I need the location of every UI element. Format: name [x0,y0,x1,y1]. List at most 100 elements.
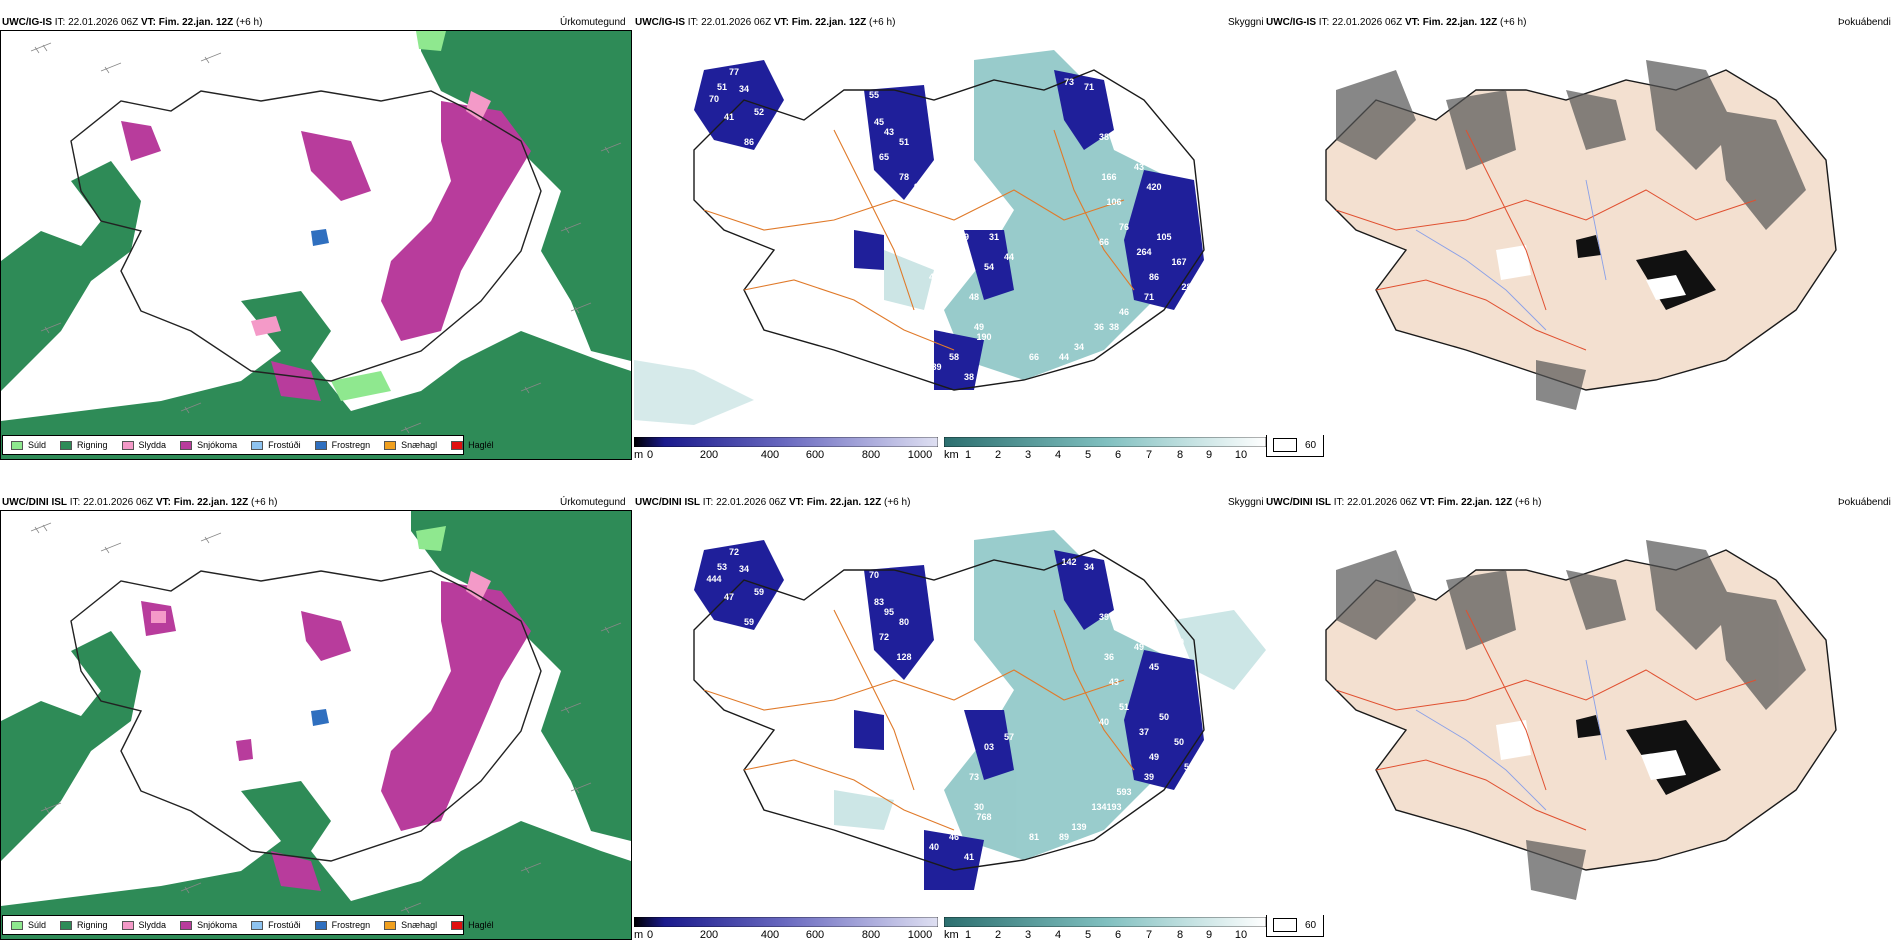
cloud-base-value: 44 [914,662,924,672]
visibility-tick: 4 [1054,929,1062,941]
fog-legend-row: 60 [1273,438,1316,452]
cloud-base-value: 34 [1084,562,1094,572]
cloud-base-value: 34 [739,84,749,94]
row2-visibility-colorbar: km 1 2 3 4 5 6 7 8 9 10 [944,917,1266,947]
cloudbase-tick: 400 [760,449,780,461]
visibility-tick: 2 [994,929,1002,941]
precip-zone [271,361,321,401]
cloud-base-value: 106 [1106,197,1121,207]
row2-right-title: UWC/DINI ISL IT: 22.01.2026 06Z VT: Fim.… [1266,497,1542,508]
precip-zone [416,526,446,551]
cloud-base-value: 38 [964,372,974,382]
legend-item-rigning: Rigning [60,920,108,930]
cloud-base-value: 50 [1159,712,1169,722]
precip-zone [331,371,391,401]
precip-zone [311,709,329,726]
legend-swatch [384,920,397,930]
cloud-base-value: 288 [1181,282,1196,292]
row2-left-title: UWC/DINI ISL IT: 22.01.2026 06Z VT: Fim.… [2,497,278,508]
fog-legend-row: 60 [1273,918,1316,932]
cloud-base-value: 51 [899,137,909,147]
cloud-base-value: 95 [884,607,894,617]
row2-mid-title: UWC/DINI ISL IT: 22.01.2026 06Z VT: Fim.… [635,497,911,508]
cloud-base-value: 40 [1099,717,1109,727]
visibility-tick: 6 [1114,929,1122,941]
visibility-tick: 9 [1205,929,1213,941]
cloud-base-value: 50 [1174,737,1184,747]
precip-zone [466,91,491,121]
cloud-base-value: 29 [959,232,969,242]
cloud-base-value: 12 [874,192,884,202]
cloud-base-value: 81 [1029,832,1039,842]
cloud-base-value: 420 [1146,182,1161,192]
precip-zone [301,611,351,661]
cloudbase-tick: 600 [805,449,825,461]
legend-swatch [314,440,327,450]
cloud-base-value: 70 [869,570,879,580]
legend-swatch [384,440,397,450]
cloud-base-value: 55 [869,90,879,100]
precip-zone [421,31,631,361]
cloud-base-value: 43 [884,127,894,137]
row2-cloudbase-visibility-map: 72 53 34 444 47 59 59 77 70 83 95 80 72 128 44 149 142 34… [634,510,1266,915]
legend-item-haglel: Haglél [451,920,494,930]
cloud-base-value: 45 [874,117,884,127]
cloudbase-tick: 200 [699,929,719,941]
visibility-tick: 10 [1234,929,1248,941]
cloud-base-value: 889 [926,362,941,372]
cloud-base-value: 38 [1109,322,1119,332]
cloud-base-value: 39 [1129,622,1139,632]
visibility-tick: 8 [1176,449,1184,461]
row1-right-title: UWC/IG-IS IT: 22.01.2026 06Z VT: Fim. 22… [1266,17,1527,28]
legend-item-frostregn: Frostregn [314,920,370,930]
cloud-base-value: 70 [709,94,719,104]
cloud-base-value: 48 [929,752,939,762]
row2-mid-right-label: Skyggni [1228,497,1264,508]
visibility-tick: 3 [1024,929,1032,941]
precip-zone [1,781,631,939]
cloud-base-value: 34 [1074,342,1084,352]
cloud-base-value: 48 [969,292,979,302]
legend-item-frostudi: Frostúði [251,920,301,930]
legend-item-snaehagl: Snæhagl [384,920,437,930]
legend-swatch [11,920,23,930]
cloudbase-tick: 600 [805,929,825,941]
cloud-base-value: 83 [874,597,884,607]
cloud-base-value: 73 [969,772,979,782]
cloud-base-value: 40 [1174,637,1184,647]
cloudbase-tick: 1000 [907,929,933,941]
cloud-base-value: 190 [976,332,991,342]
cloud-base-value: 51 [1119,702,1129,712]
cloud-base-value: 193 [1106,802,1121,812]
cloudbase-tick: 800 [861,449,881,461]
cloud-base-value: 03 [984,742,994,752]
cloud-base-value: 36 [1104,652,1114,662]
legend-swatch [121,440,134,450]
cloud-base-value: 77 [729,67,739,77]
legend-swatch [60,440,73,450]
cloud-base-value: 46 [949,832,959,842]
cloud-base-value: 46 [1119,307,1129,317]
cloud-base-value: 34 [739,564,749,574]
precip-zone [411,511,631,841]
cloud-base-value: 13 [754,157,764,167]
legend-item-slydda: Slydda [121,920,166,930]
row2-right-right-label: Þokuábendi [1838,497,1891,508]
legend-swatch [451,440,464,450]
cloud-base-value: 73 [1064,77,1074,87]
cloud-base-value: 166 [1101,172,1116,182]
legend-item-sudd: Súld [11,440,46,450]
cloud-base-value: 139 [1071,822,1086,832]
legend-swatch [60,920,73,930]
cloud-base-value: 768 [976,812,991,822]
cloud-base-value: 86 [1149,272,1159,282]
cloud-base-value: 593 [1116,787,1131,797]
visibility-tick: 9 [1205,449,1213,461]
legend-item-slydda: Slydda [121,440,166,450]
cloud-base-value: 149 [871,672,886,682]
precip-zone [311,229,329,246]
precip-zone [151,611,166,623]
cloud-base-value: 80 [899,617,909,627]
cloud-base-value: 71 [1084,82,1094,92]
cloud-base-value: 66 [1029,352,1039,362]
